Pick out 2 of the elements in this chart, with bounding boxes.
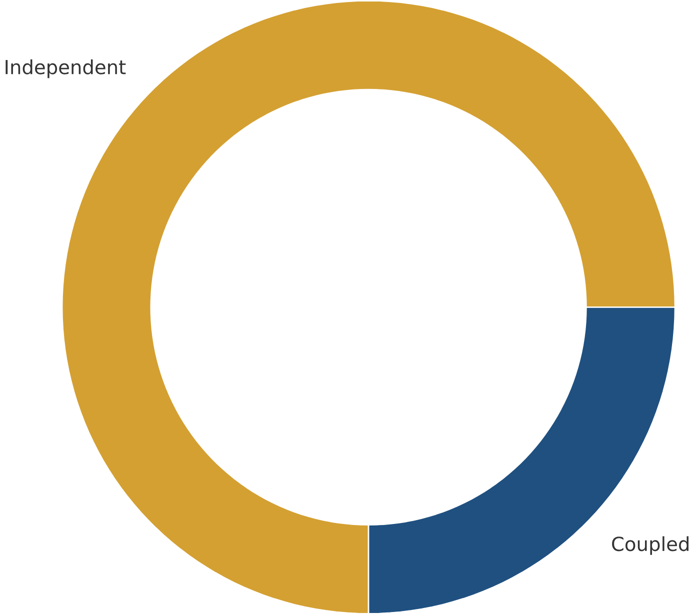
slice-label: Independent	[6, 59, 126, 78]
slice-label: Coupled	[612, 536, 688, 555]
